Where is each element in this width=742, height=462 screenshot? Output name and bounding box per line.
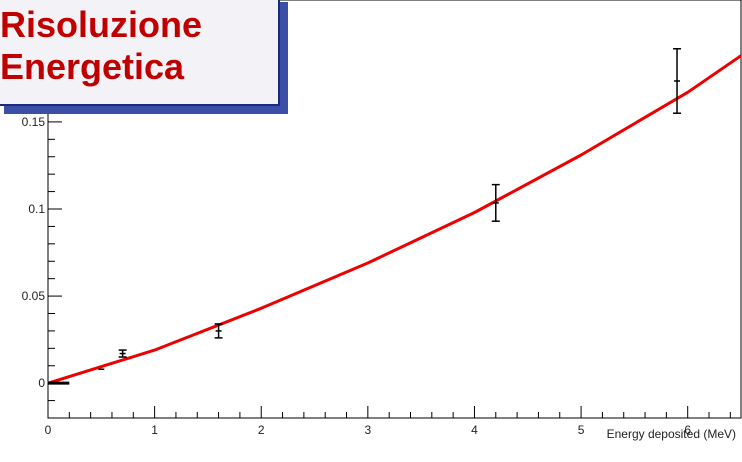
x-axis: 0 1 2 3 4 5 6 [45,406,731,437]
data-point [118,349,127,358]
x-tick-label: 5 [578,423,585,437]
x-tick-label: 6 [684,423,691,437]
title-line-2: Energetica [0,46,185,87]
data-point [214,323,223,339]
x-tick-label: 0 [45,423,52,437]
x-tick-label: 3 [365,423,372,437]
fit-curve [47,54,742,385]
title-box: Risoluzione Energetica [0,0,280,106]
x-tick-label: 4 [471,423,478,437]
x-axis-title: Energy deposited (MeV) [607,427,736,441]
title-line-1: Risoluzione [0,4,203,45]
data-point [491,183,500,222]
x-tick-label: 2 [258,423,265,437]
x-tick-label: 1 [151,423,158,437]
y-tick-label: 0.1 [28,202,45,216]
data-points-layer [48,48,682,385]
y-tick-label: 0.05 [22,289,46,303]
data-point [673,48,682,114]
fit-curve-layer [47,54,742,385]
y-tick-label: 0 [38,376,45,390]
y-tick-label: 0.15 [22,115,46,129]
